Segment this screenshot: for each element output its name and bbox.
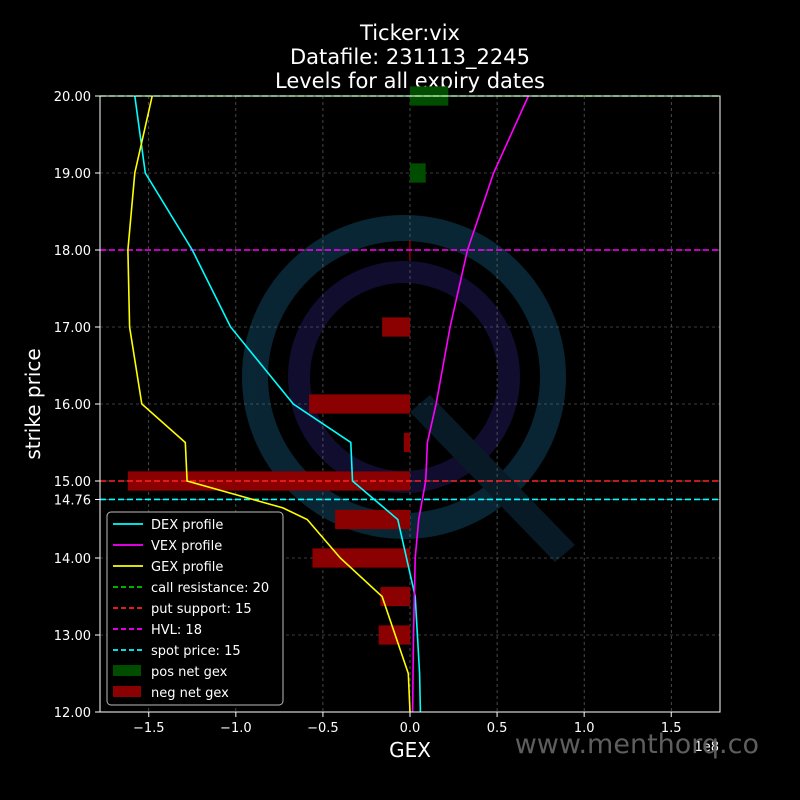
- y-tick-label: 14.76: [54, 493, 91, 508]
- series-line: [134, 95, 422, 713]
- y-tick-label: 18.00: [54, 244, 91, 259]
- x-tick-label: 1.5: [661, 721, 682, 736]
- legend-label: DEX profile: [151, 518, 223, 533]
- series-line: [127, 95, 411, 713]
- neg-gex-bar: [378, 625, 410, 645]
- y-axis-ticks: 12.00 13.00 14.00 14.76 15.00 16.00 17.00 18.00…: [54, 90, 100, 721]
- legend-label: neg net gex: [151, 686, 229, 701]
- x-tick-label: −1.5: [133, 721, 165, 736]
- y-tick-label: 12.00: [54, 706, 91, 721]
- neg-gex-bar: [382, 317, 410, 337]
- y-tick-label: 16.00: [54, 398, 91, 413]
- neg-gex-bar: [403, 432, 410, 453]
- x-tick-label: −0.5: [307, 721, 339, 736]
- pos-gex-bar: [410, 163, 426, 183]
- y-tick-label: 13.00: [54, 629, 91, 644]
- legend-label: call resistance: 20: [151, 581, 269, 596]
- profile-lines: [127, 95, 530, 713]
- legend-swatch: [113, 665, 141, 676]
- legend-label: spot price: 15: [151, 644, 241, 659]
- x-axis-label: GEX: [389, 738, 431, 762]
- neg-gex-bar: [380, 586, 410, 607]
- legend-label: GEX profile: [151, 560, 223, 575]
- y-tick-label: 15.00: [54, 475, 91, 490]
- legend: DEX profile VEX profile GEX profile call re…: [106, 511, 284, 706]
- neg-gex-bar: [312, 548, 410, 568]
- chart-title-line-1: Ticker:vix: [359, 21, 460, 45]
- neg-gex-bar: [308, 394, 410, 414]
- series-line: [411, 95, 530, 713]
- x-tick-label: −1.0: [220, 721, 252, 736]
- x-axis-ticks: −1.5 −1.0 −0.5 0.0 0.5 1.0 1.5: [133, 712, 682, 736]
- x-tick-label: 0.0: [400, 721, 421, 736]
- y-tick-label: 14.00: [54, 552, 91, 567]
- legend-label: HVL: 18: [151, 623, 202, 638]
- net-gex-bars: [127, 86, 449, 645]
- legend-label: VEX profile: [151, 539, 222, 554]
- legend-label: pos net gex: [151, 665, 228, 680]
- watermark-text: www.menthorq.co: [515, 729, 759, 760]
- x-tick-label: 1.0: [574, 721, 595, 736]
- y-tick-label: 17.00: [54, 321, 91, 336]
- x-tick-label: 0.5: [487, 721, 508, 736]
- y-tick-label: 19.00: [54, 167, 91, 182]
- y-tick-label: 20.00: [54, 90, 91, 105]
- legend-label: put support: 15: [151, 602, 252, 617]
- plot-area: [100, 86, 720, 713]
- x-axis-multiplier: 1e8: [694, 740, 719, 755]
- neg-gex-bar: [127, 471, 410, 491]
- legend-swatch: [113, 686, 141, 697]
- chart-title-line-2: Datafile: 231113_2245: [290, 45, 530, 70]
- legend-box: [106, 511, 284, 706]
- y-axis-label: strike price: [21, 348, 45, 459]
